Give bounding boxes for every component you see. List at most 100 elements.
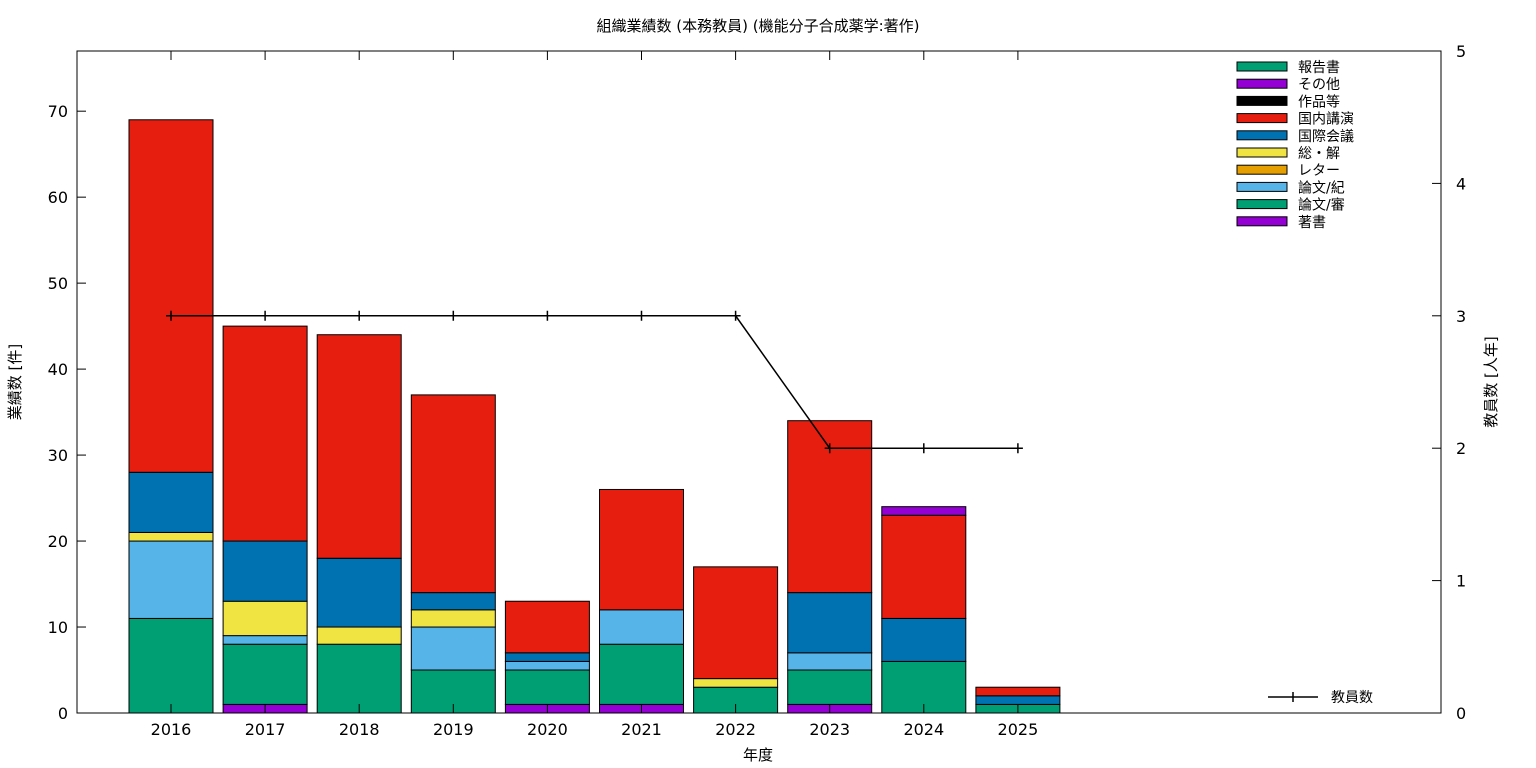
legend-swatch-作品等 — [1236, 95, 1288, 106]
legend-label-報告書: 報告書 — [1298, 60, 1340, 76]
ticks-layer: 0 10 20 30 40 50 60 70 0 1 2 3 4 5 2016 2017 2018 2019 202… — [48, 42, 1467, 739]
y2-tick-label-0: 0 — [1456, 704, 1466, 723]
y2-tick-label-1: 1 — [1456, 572, 1466, 591]
x-axis-title: 年度 — [743, 746, 773, 764]
y2-axis-title: 教員数 [人年] — [1482, 336, 1500, 427]
legend-swatch-報告書 — [1236, 61, 1288, 72]
bar-segment-2022-s6 — [693, 566, 779, 680]
bar-segment-2020-s5 — [504, 652, 590, 662]
legend-swatch-レター — [1236, 164, 1288, 175]
y2-tick-label-4: 4 — [1456, 174, 1466, 193]
line-point-2019 — [448, 310, 459, 321]
bar-segment-2024-s5 — [881, 617, 967, 662]
x-tick-label-2022: 2022 — [715, 720, 756, 739]
bar-segment-2019-s2 — [410, 626, 496, 671]
bar-segment-2021-s6 — [599, 488, 684, 611]
y-tick-label-40: 40 — [48, 360, 68, 379]
y-tick-label-30: 30 — [48, 446, 68, 465]
line-point-2021 — [636, 310, 647, 321]
chart-title: 組織業績数 (本務教員) (機能分子合成薬学:著作) — [596, 17, 919, 35]
legend-label-作品等: 作品等 — [1298, 93, 1340, 110]
x-tick-label-2016: 2016 — [151, 720, 192, 739]
line-point-2022 — [730, 310, 741, 321]
bar-segment-2016-s1 — [128, 617, 214, 714]
line-教員数 — [171, 315, 1018, 449]
bar-segment-2020-s1 — [504, 669, 590, 705]
bar-segment-2016-s6 — [128, 119, 214, 473]
y-axis-title: 業績数 [件] — [6, 344, 24, 420]
bar-segment-2017-s2 — [222, 635, 308, 645]
legend-label-国際会議: 国際会議 — [1298, 128, 1354, 145]
legend-label-著書: 著書 — [1298, 215, 1326, 231]
x-tick-label-2025: 2025 — [998, 720, 1039, 739]
legend-label-論文/審: 論文/審 — [1298, 198, 1345, 214]
bar-segment-2019-s6 — [410, 394, 496, 594]
line-layer — [166, 310, 1023, 454]
legend-swatch-その他 — [1236, 78, 1288, 89]
y-tick-label-10: 10 — [48, 618, 68, 637]
bar-segment-2025-s6 — [975, 686, 1061, 697]
bars-layer — [128, 119, 1061, 714]
legend-swatch-論文/審 — [1236, 199, 1288, 210]
x-tick-label-2023: 2023 — [809, 720, 850, 739]
y2-tick-label-2: 2 — [1456, 439, 1466, 458]
line-point-2017 — [260, 310, 271, 321]
y-tick-label-60: 60 — [48, 188, 68, 207]
legend-swatch-総・解 — [1236, 147, 1288, 158]
y2-tick-label-3: 3 — [1456, 307, 1466, 326]
bar-segment-2019-s4 — [410, 609, 496, 628]
legend-swatch-国内講演 — [1236, 113, 1288, 124]
legend-swatch-論文/紀 — [1236, 181, 1288, 192]
bar-segment-2021-s2 — [599, 609, 684, 645]
x-tick-label-2020: 2020 — [527, 720, 568, 739]
legend-label-レター: レター — [1298, 163, 1340, 179]
line-point-2024 — [918, 443, 929, 454]
y-tick-label-20: 20 — [48, 532, 68, 551]
bar-segment-2017-s4 — [222, 600, 308, 637]
bar-segment-2023-s5 — [787, 592, 873, 654]
bar-segment-2016-s2 — [128, 540, 214, 619]
bar-segment-2025-s5 — [975, 695, 1061, 705]
bar-segment-2018-s6 — [316, 334, 402, 559]
y-tick-label-50: 50 — [48, 274, 68, 293]
bar-segment-2024-s6 — [881, 514, 967, 619]
line-point-2020 — [542, 310, 553, 321]
bar-segment-2018-s5 — [316, 557, 402, 628]
x-tick-label-2021: 2021 — [621, 720, 662, 739]
line-point-2016 — [166, 310, 176, 321]
bar-segment-2020-s6 — [504, 600, 590, 654]
bar-segment-2016-s4 — [128, 531, 214, 542]
bar-segment-2023-s1 — [787, 669, 873, 705]
legend-label-総・解: 総・解 — [1298, 146, 1340, 162]
line-point-2023 — [824, 443, 835, 454]
legend-swatch-著書 — [1236, 216, 1288, 227]
legend-label-その他: その他 — [1298, 77, 1340, 93]
bar-segment-2024-s8 — [881, 506, 967, 516]
x-tick-label-2017: 2017 — [245, 720, 286, 739]
bar-segment-2021-s1 — [599, 643, 684, 705]
bar-segment-2017-s6 — [222, 325, 308, 542]
bar-segment-2023-s2 — [787, 652, 873, 671]
legend-label-論文/紀: 論文/紀 — [1298, 180, 1345, 196]
legend-label-国内講演: 国内講演 — [1298, 112, 1354, 128]
y-tick-label-0: 0 — [58, 704, 68, 723]
y-tick-label-70: 70 — [48, 102, 68, 121]
bar-segment-2017-s5 — [222, 540, 308, 602]
x-tick-label-2019: 2019 — [433, 720, 474, 739]
bar-segment-2018-s4 — [316, 626, 402, 645]
bar-segment-2022-s4 — [693, 678, 779, 688]
plot-frame — [76, 50, 1442, 714]
y2-tick-label-5: 5 — [1456, 42, 1466, 61]
x-tick-label-2018: 2018 — [339, 720, 380, 739]
legend-label-教員数: 教員数 — [1331, 690, 1373, 706]
bar-segment-2020-s2 — [504, 660, 590, 671]
bar-segment-2018-s1 — [316, 643, 402, 714]
legend-swatch-国際会議 — [1236, 130, 1288, 141]
bar-segment-2019-s5 — [410, 592, 496, 611]
bar-segment-2017-s1 — [222, 643, 308, 705]
bar-segment-2016-s5 — [128, 471, 214, 533]
line-point-2025 — [1012, 443, 1023, 454]
x-tick-label-2024: 2024 — [903, 720, 944, 739]
